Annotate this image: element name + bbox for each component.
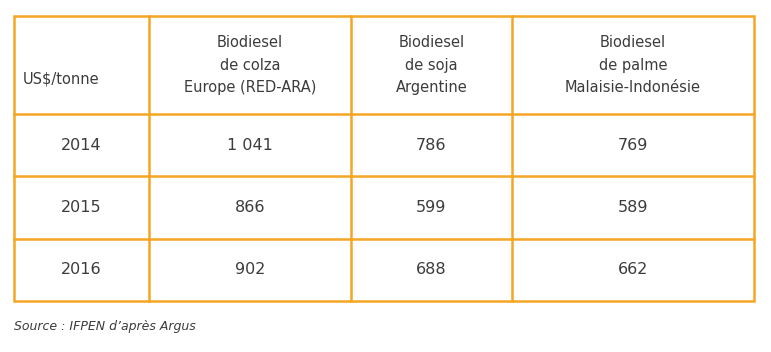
- Text: Biodiesel
de colza
Europe (RED-ARA): Biodiesel de colza Europe (RED-ARA): [183, 35, 316, 95]
- Text: Source : IFPEN d’après Argus: Source : IFPEN d’après Argus: [14, 320, 196, 333]
- Text: 1 041: 1 041: [227, 138, 273, 153]
- Text: 2015: 2015: [61, 200, 102, 215]
- Bar: [14, 16, 754, 301]
- Text: 2016: 2016: [61, 262, 102, 277]
- Text: US$/tonne: US$/tonne: [23, 71, 99, 87]
- Text: 769: 769: [618, 138, 648, 153]
- Text: 866: 866: [234, 200, 265, 215]
- Text: Biodiesel
de palme
Malaisie-Indonésie: Biodiesel de palme Malaisie-Indonésie: [565, 35, 701, 95]
- Text: 2014: 2014: [61, 138, 102, 153]
- Text: 902: 902: [235, 262, 265, 277]
- Text: Biodiesel
de soja
Argentine: Biodiesel de soja Argentine: [396, 35, 467, 95]
- Text: 688: 688: [416, 262, 446, 277]
- Text: 589: 589: [618, 200, 648, 215]
- Text: 662: 662: [618, 262, 648, 277]
- Text: 599: 599: [416, 200, 446, 215]
- Text: 786: 786: [416, 138, 446, 153]
